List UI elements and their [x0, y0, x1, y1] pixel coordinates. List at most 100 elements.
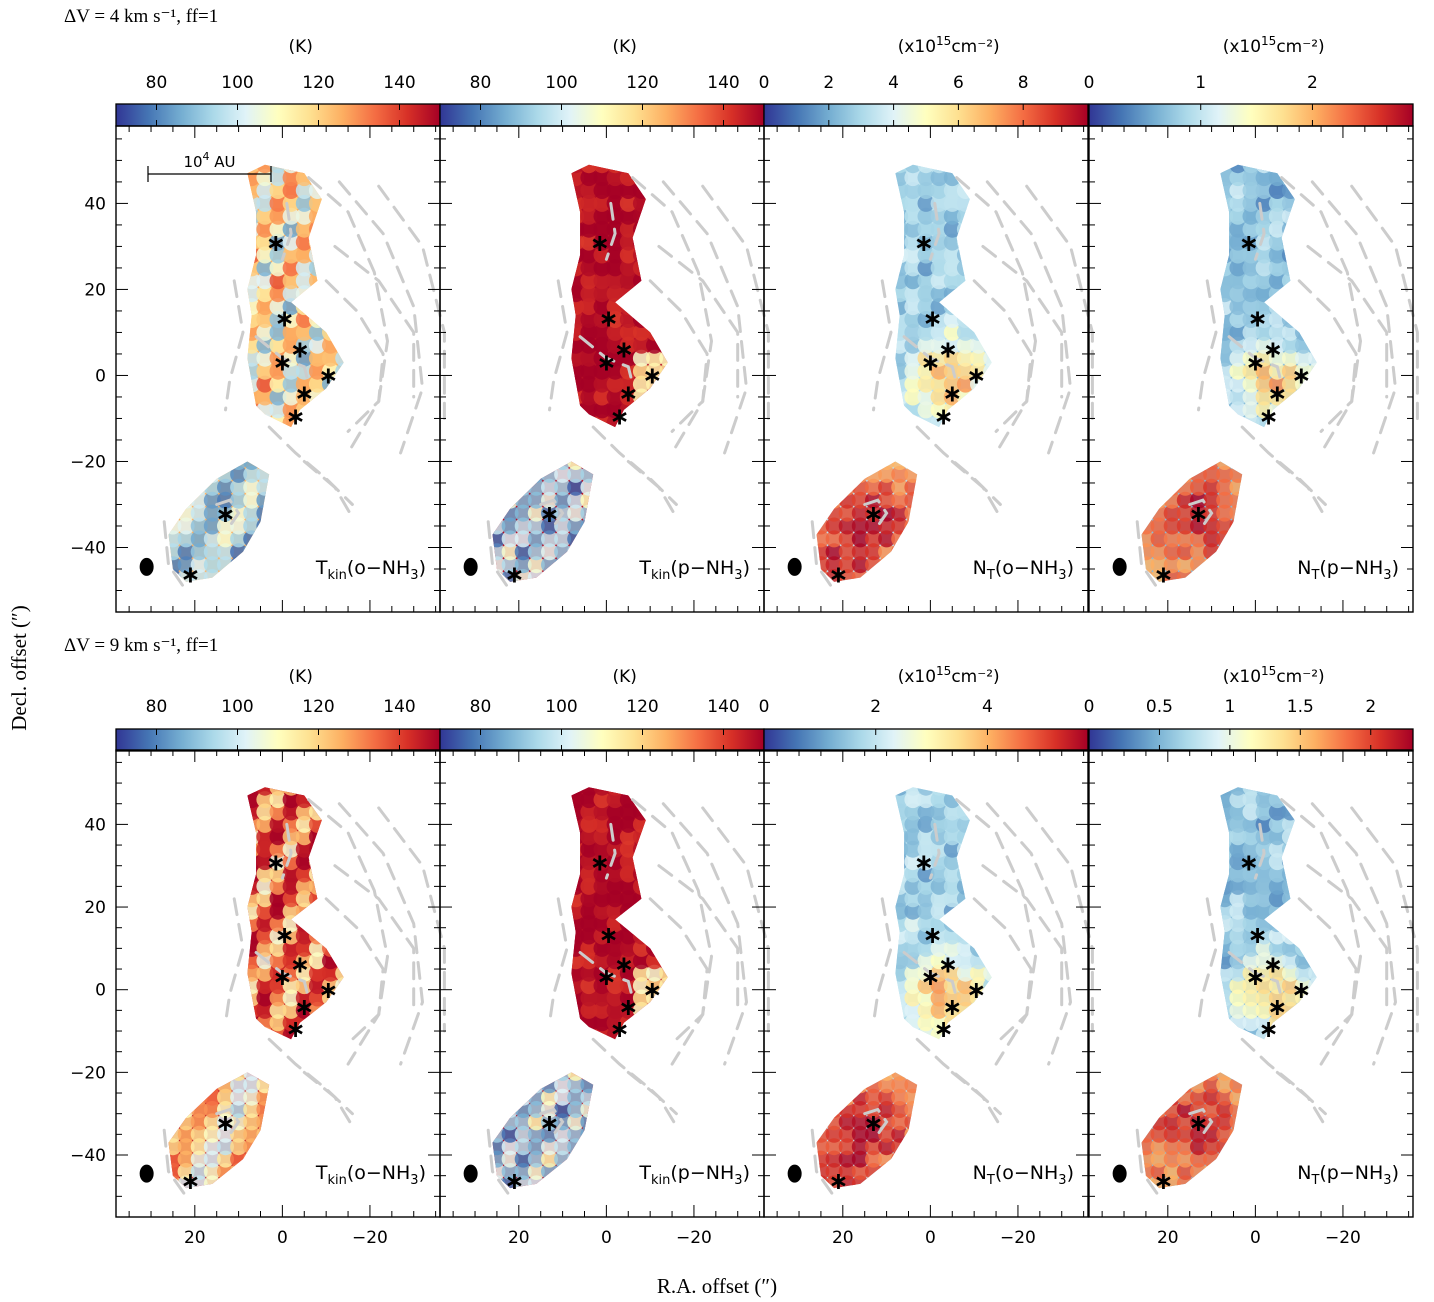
contour-line: [324, 897, 385, 1045]
x-tick-label: 0: [601, 1228, 612, 1248]
contour-line: [1275, 1070, 1327, 1128]
colorbar-tick-label: 6: [953, 73, 964, 93]
source-marker: ∗: [1245, 348, 1265, 376]
contour-line: [1253, 822, 1266, 880]
colorbar: [763, 728, 1089, 752]
colorbar-tick-label: 1: [1224, 697, 1235, 717]
contour-line: [631, 176, 714, 455]
source-marker: ∗: [285, 1015, 305, 1043]
contour-line: [1280, 176, 1363, 455]
contour-line: [985, 802, 1073, 1066]
source-marker: ∗: [614, 951, 634, 979]
contour-line: [872, 897, 893, 1025]
source-marker: ∗: [1153, 560, 1173, 588]
x-tick-label: −20: [1325, 1228, 1361, 1248]
panel-label: Tkin(o−NH3): [315, 1162, 426, 1188]
panel-frame: [1088, 125, 1414, 613]
source-marker: ∗: [539, 1109, 559, 1137]
colorbar-tick-label: 80: [470, 73, 492, 93]
contour-line: [1188, 1107, 1214, 1136]
colorbar-tick-label: 140: [383, 73, 415, 93]
source-marker: ∗: [266, 849, 286, 877]
colorbar: [115, 103, 441, 127]
colorbar-unit: (K): [612, 37, 636, 57]
source-marker: ∗: [1263, 335, 1283, 363]
x-tick-label: 20: [184, 1228, 206, 1248]
contour-line: [1253, 201, 1266, 261]
contour-line: [657, 244, 740, 399]
colorbar-tick-label: 140: [707, 73, 739, 93]
colorbar-tick-label: 0: [759, 697, 770, 717]
colorbar-tick-label: 2: [870, 697, 881, 717]
contour-line: [254, 335, 311, 386]
source-marker: ∗: [914, 229, 934, 257]
source-marker: ∗: [1245, 963, 1265, 991]
panel-label: Tkin(o−NH3): [315, 557, 426, 583]
x-tick-label: 20: [508, 1228, 530, 1248]
contour-line: [1310, 802, 1398, 1066]
y-axis-label: Decl. offset (″): [7, 605, 31, 731]
y-tick-label: 40: [84, 194, 106, 214]
source-marker: ∗: [599, 921, 619, 949]
contour-line: [810, 520, 836, 592]
contour-line: [337, 180, 425, 455]
contour-line: [604, 201, 617, 261]
panel-Tkin(o-NH3): 80 100 120 140(K)∗∗∗∗∗∗∗∗∗ Tkin(o−NH3)20 0 −20…: [70, 667, 446, 1248]
source-marker: ∗: [1258, 402, 1278, 430]
colorbar-tick-label: 80: [146, 697, 168, 717]
row-label: ΔV = 9 km s⁻¹, ff=1: [64, 635, 218, 656]
row-label: ΔV = 4 km s⁻¹, ff=1: [64, 6, 218, 27]
source-marker: ∗: [863, 1109, 883, 1137]
beam-ellipse: [1112, 557, 1127, 576]
contour-line: [1306, 244, 1389, 399]
source-marker: ∗: [614, 335, 634, 363]
colorbar-unit: (x1015cm⁻²): [1223, 664, 1325, 687]
source-marker: ∗: [266, 229, 286, 257]
panel-Tkin(o-NH3): 80 100 120 140(K)∗∗∗∗∗∗∗∗∗104 AUTkin(o−NH3)…: [70, 37, 446, 613]
scale-bar-label: 104 AU: [183, 150, 235, 171]
colorbar-unit: (x1015cm⁻²): [1223, 34, 1325, 57]
row-1: ΔV = 4 km s⁻¹, ff=180 100 120 140(K)∗∗∗∗∗∗∗…: [64, 6, 1419, 613]
contour-line: [215, 498, 241, 528]
contour-line: [810, 1128, 836, 1198]
y-tick-label: 0: [95, 366, 106, 386]
source-marker: ∗: [318, 362, 338, 390]
contour-line: [337, 802, 425, 1066]
colorbar-tick-label: 100: [545, 73, 577, 93]
x-tick-label: −20: [676, 1228, 712, 1248]
colorbar-unit: (x1015cm⁻²): [898, 664, 1000, 687]
panel-Tkin(p-NH3): 80 100 120 140(K)∗∗∗∗∗∗∗∗∗ Tkin(p−NH3)20 0 −20: [439, 667, 770, 1248]
contour-line: [162, 520, 188, 592]
contour-line: [863, 498, 889, 528]
source-marker: ∗: [180, 560, 200, 588]
colorbar-tick-label: 0: [1084, 73, 1095, 93]
source-marker: ∗: [942, 380, 962, 408]
contour-line: [333, 244, 416, 399]
source-marker: ∗: [272, 348, 292, 376]
panel-frame: [1088, 749, 1414, 1218]
colorbar: [439, 728, 765, 752]
x-axis-label: R.A. offset (″): [657, 1274, 777, 1298]
contour-line: [324, 279, 385, 433]
source-marker: ∗: [1188, 500, 1208, 528]
contour-line: [1188, 498, 1214, 528]
colorbar-tick-label: 2: [1307, 73, 1318, 93]
contour-line: [902, 951, 959, 1000]
contour-line: [863, 1107, 889, 1136]
panel-grid: ΔV = 4 km s⁻¹, ff=180 100 120 140(K)∗∗∗∗∗∗∗…: [64, 6, 1419, 1248]
contour-line: [661, 180, 749, 455]
panel-label: Tkin(p−NH3): [638, 1162, 750, 1188]
source-marker: ∗: [914, 849, 934, 877]
source-marker: ∗: [1248, 304, 1268, 332]
y-tick-label: −40: [70, 538, 106, 558]
contour-line: [1280, 798, 1363, 1066]
contour-line: [1135, 520, 1161, 592]
beam-ellipse: [787, 1164, 802, 1183]
y-tick-label: 20: [84, 898, 106, 918]
contour-line: [972, 897, 1033, 1045]
contour-line: [1297, 279, 1358, 433]
colorbar-tick-label: 140: [707, 697, 739, 717]
colorbar-tick-label: 1: [1195, 73, 1206, 93]
colorbar-tick-label: 2: [1365, 697, 1376, 717]
colorbar-tick-label: 100: [221, 697, 253, 717]
